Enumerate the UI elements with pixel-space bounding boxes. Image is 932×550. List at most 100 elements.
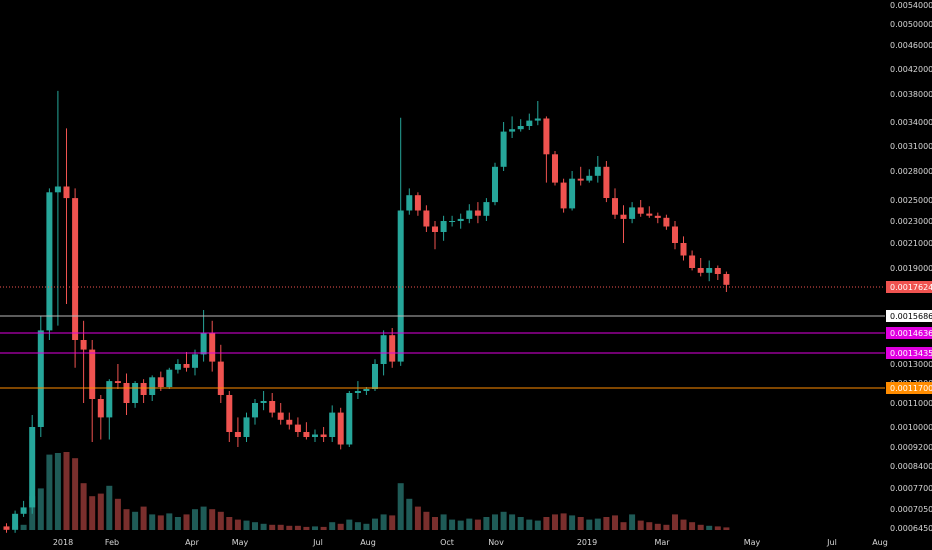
volume-bar	[423, 511, 430, 530]
volume-bar	[269, 524, 276, 530]
volume-bar	[192, 509, 198, 530]
candle-body	[20, 507, 27, 514]
price-badge	[886, 310, 932, 322]
volume-bar	[414, 506, 421, 530]
volume-bar	[294, 525, 301, 530]
candle-body	[423, 210, 430, 227]
candle-body	[560, 182, 567, 209]
candle-body	[277, 412, 284, 420]
volume-bar	[106, 485, 113, 530]
volume-bar	[723, 527, 730, 530]
candle-body	[483, 202, 490, 216]
candle-body	[603, 166, 610, 198]
volume-bar	[37, 488, 44, 530]
volume-bar	[534, 520, 541, 530]
volume-bar	[714, 526, 721, 530]
volume-bar	[20, 524, 27, 530]
time-tick-label: 2019	[577, 538, 597, 547]
candle-body	[192, 354, 198, 368]
candle-body	[269, 401, 276, 413]
volume-bar	[54, 453, 61, 530]
price-badge	[886, 382, 932, 394]
candle-body	[397, 210, 404, 362]
volume-bar	[706, 525, 713, 530]
volume-bar	[89, 496, 96, 530]
volume-bar	[560, 513, 567, 530]
volume-bar	[663, 524, 670, 530]
candle-body	[689, 255, 696, 268]
volume-bar	[174, 517, 181, 530]
candle-body	[629, 207, 636, 219]
time-tick-label: May	[232, 538, 249, 547]
volume-bar	[397, 483, 404, 530]
time-tick-label: Oct	[440, 538, 454, 547]
price-badge-label: 0.00146369	[890, 329, 932, 338]
candle-body	[466, 210, 473, 219]
candle-body	[517, 126, 524, 130]
volume-bar	[46, 454, 53, 530]
candle-body	[337, 412, 344, 445]
candle-body	[174, 364, 181, 370]
volume-bar	[252, 522, 258, 530]
candle-body	[80, 340, 87, 350]
volume-bar	[449, 519, 456, 530]
volume-bar	[286, 525, 293, 530]
volume-bar	[406, 498, 413, 530]
volume-bar	[466, 518, 473, 530]
candle-body	[406, 195, 413, 211]
candle-body	[714, 268, 721, 274]
volume-bar	[183, 514, 190, 530]
volume-bar	[509, 514, 516, 530]
candle-body	[492, 166, 498, 203]
candle-body	[243, 417, 250, 437]
volume-bar	[226, 517, 233, 530]
candle-body	[706, 268, 713, 273]
volume-bar	[697, 524, 704, 530]
candle-body	[620, 214, 627, 219]
candle-body	[209, 332, 216, 362]
candle-body	[440, 221, 447, 232]
candle-body	[654, 215, 661, 218]
candle-body	[294, 424, 301, 432]
volume-bar	[552, 514, 558, 530]
candle-body	[46, 192, 53, 331]
candle-body	[586, 175, 593, 181]
candle-body	[534, 118, 541, 121]
candle-body	[329, 412, 336, 437]
volume-bar	[474, 519, 481, 530]
volume-bar	[149, 514, 156, 530]
price-tick-label: 0.00064500	[890, 524, 932, 533]
time-axis[interactable]: 2018 Feb Apr May Jul Aug Oct Nov 2019 Mar May Jul Au…	[53, 538, 888, 547]
candle-body	[457, 218, 464, 221]
volume-bar	[543, 517, 550, 530]
candle-body	[594, 166, 601, 176]
volume-bar	[303, 526, 310, 530]
volume-bar	[209, 509, 216, 530]
volume-bar	[354, 522, 361, 530]
candle-body	[363, 389, 370, 391]
volume-bar	[440, 514, 447, 530]
candle-body	[89, 349, 96, 399]
volume-bar	[526, 519, 533, 530]
candle-body	[97, 399, 104, 418]
candle-body	[680, 243, 687, 256]
price-badge	[886, 347, 932, 359]
volume-bar	[363, 523, 370, 530]
time-tick-label: Aug	[872, 538, 888, 547]
candle-body	[672, 226, 678, 243]
volume-bar	[234, 519, 241, 530]
volume-bar	[646, 522, 653, 530]
volume-bar	[594, 518, 601, 530]
